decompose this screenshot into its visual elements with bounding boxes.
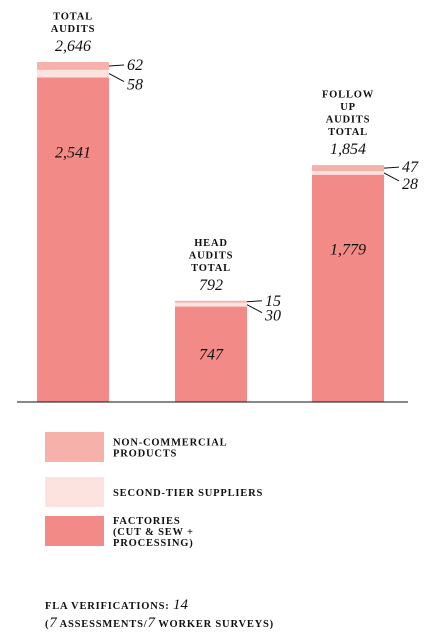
footnote-part: ASSESSMENTS/ (57, 619, 148, 630)
category-label: TOTAL AUDITS (51, 11, 95, 35)
segment-label: 15 (265, 293, 281, 310)
footnote-part: 14 (173, 597, 189, 613)
text-line: SECOND-TIER SUPPLIERS (113, 488, 263, 499)
footnote-part: 7 (49, 615, 58, 631)
segment-label: 1,779 (330, 242, 366, 259)
bar-segment (37, 61, 109, 70)
footnote: FLA VERIFICATIONS: 14 (45, 597, 189, 613)
legend-label: SECOND-TIER SUPPLIERS (113, 488, 263, 499)
bar-segment (312, 174, 384, 402)
legend-swatch (45, 432, 104, 462)
bar-segment (312, 165, 384, 172)
text-line: PRODUCTS (113, 449, 177, 460)
category-label: HEAD AUDITS TOTAL (189, 238, 233, 274)
legend-swatch (45, 477, 104, 507)
segment-label: 2,541 (55, 144, 91, 161)
leader-line (246, 304, 263, 314)
text-line: AUDITS (326, 115, 370, 126)
footnote-part: WORKER SURVEYS) (155, 619, 274, 630)
bar-segment (175, 300, 247, 303)
segment-label: 58 (127, 77, 143, 94)
bar-segment (37, 69, 109, 78)
text-line: (CUT & SEW + (113, 527, 194, 538)
leader-line (108, 73, 125, 83)
text-line: FACTORIES (113, 516, 181, 527)
leader-line (383, 166, 400, 169)
legend-label: FACTORIES (CUT & SEW + PROCESSING) (113, 516, 194, 549)
text-line: HEAD (194, 238, 228, 249)
category-label: FOLLOW UP AUDITS TOTAL (322, 90, 374, 139)
text-line: TOTAL (191, 263, 231, 274)
bar-segment (175, 302, 247, 307)
segment-label: 62 (127, 57, 143, 74)
text-line: NON-COMMERCIAL (113, 438, 227, 449)
bar-segment (37, 77, 109, 403)
segment-label: 747 (199, 346, 224, 363)
text-line: UP (340, 102, 356, 113)
text-line: AUDITS (51, 24, 95, 35)
text-line: TOTAL (53, 11, 93, 22)
text-line: AUDITS (189, 250, 233, 261)
footnote-part: 7 (147, 615, 156, 631)
footnote: (7 ASSESSMENTS/7 WORKER SURVEYS) (45, 615, 274, 631)
footnote-part: FLA VERIFICATIONS: (45, 601, 173, 612)
segment-label: 28 (402, 176, 418, 193)
total-label: 792 (199, 277, 223, 294)
legend-label: NON-COMMERCIAL PRODUCTS (113, 438, 227, 460)
legend-swatch (45, 516, 104, 546)
bar-segment (312, 171, 384, 175)
footnote-part: ( (45, 619, 49, 630)
total-label: 2,646 (55, 38, 91, 55)
segment-label: 30 (264, 308, 281, 325)
bar-segment (175, 306, 247, 402)
leader-line (108, 64, 125, 67)
segment-label: 47 (402, 159, 419, 176)
text-line: PROCESSING) (113, 538, 194, 549)
leader-line (246, 300, 263, 303)
text-line: TOTAL (328, 127, 368, 138)
leader-line (383, 172, 400, 182)
total-label: 1,854 (330, 141, 366, 158)
text-line: FOLLOW (322, 90, 374, 101)
